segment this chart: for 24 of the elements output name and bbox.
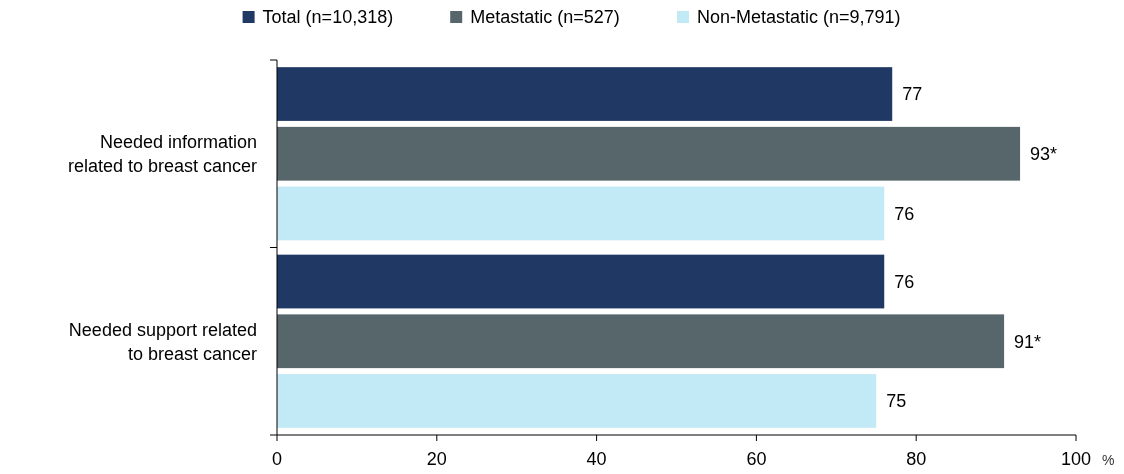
data-label: 75 [886, 391, 907, 412]
x-tick-label: 20 [426, 449, 447, 469]
x-tick-label: 80 [906, 449, 927, 469]
legend-label: Non-Metastatic (n=9,791) [697, 7, 901, 28]
data-label: 93* [1030, 144, 1058, 165]
bar [277, 67, 893, 121]
data-label: 76 [894, 271, 915, 292]
bar [277, 186, 885, 241]
data-label: 77 [902, 84, 923, 105]
bar [277, 126, 1021, 181]
bar [277, 374, 877, 428]
bar [277, 254, 885, 309]
x-tick-label: 0 [271, 449, 283, 469]
bar [277, 314, 1005, 369]
data-label: 91* [1014, 331, 1042, 352]
x-tick-label: 60 [746, 449, 767, 469]
y-tick-label: Needed support related to breast cancer [68, 319, 257, 364]
legend-label: Total (n=10,318) [262, 7, 394, 28]
x-tick-label: 40 [586, 449, 607, 469]
y-tick-label: Needed information related to breast cancer [67, 132, 257, 177]
data-label: 76 [894, 203, 915, 224]
legend-label: Metastatic (n=527) [470, 7, 620, 28]
x-tick-label: 100 [1060, 449, 1092, 469]
x-axis-title: % [1102, 452, 1115, 468]
